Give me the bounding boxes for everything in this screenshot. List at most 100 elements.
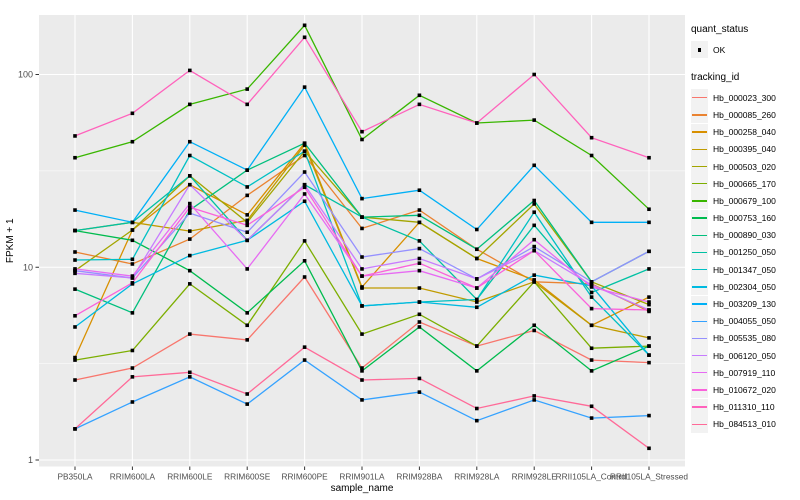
legend-item: Hb_084513_010: [691, 415, 799, 433]
data-point: [130, 281, 135, 285]
data-point: [245, 168, 249, 172]
data-point: [130, 262, 135, 266]
data-point: [475, 406, 479, 411]
x-tick-label: RRII105LA_Stressed: [610, 472, 688, 482]
legend-item-label: Hb_002304_050: [713, 281, 776, 292]
data-point: [532, 223, 536, 228]
data-point: [245, 213, 249, 217]
data-point: [532, 163, 536, 168]
data-point: [417, 93, 422, 98]
data-point: [360, 369, 364, 373]
x-tick-label: RRIM901LA: [339, 472, 385, 482]
data-point: [302, 239, 307, 243]
data-point: [475, 369, 479, 373]
data-point: [417, 312, 422, 317]
data-point: [475, 300, 479, 304]
data-point: [417, 188, 422, 193]
data-point: [245, 87, 249, 91]
data-point: [188, 174, 192, 178]
data-point: [360, 332, 364, 336]
data-point: [417, 376, 422, 381]
legend-item-label: Hb_011310_110: [713, 402, 775, 413]
data-point: [73, 355, 77, 360]
data-point: [302, 182, 307, 187]
series-color-key-icon: [691, 381, 708, 399]
legend-item: Hb_001250_050: [691, 243, 799, 261]
data-point: [532, 278, 536, 282]
legend-item-label: Hb_005535_080: [713, 333, 776, 344]
legend-item-label: OK: [713, 44, 726, 55]
data-point: [188, 68, 192, 73]
series-color-key-icon: [691, 106, 708, 124]
data-point: [188, 205, 192, 209]
data-point: [245, 267, 249, 271]
data-point: [360, 137, 364, 142]
data-point: [302, 85, 307, 89]
data-point: [589, 220, 594, 225]
data-point: [188, 211, 192, 215]
data-point: [532, 118, 536, 122]
series-color-key-icon: [691, 89, 708, 107]
legend-item-label: Hb_010672_020: [713, 384, 776, 395]
data-point: [302, 153, 307, 158]
data-point: [188, 237, 192, 241]
data-point: [417, 325, 422, 329]
data-point: [245, 218, 249, 223]
series-color-key-icon: [691, 347, 708, 365]
data-point: [589, 153, 594, 158]
data-point: [417, 256, 422, 261]
x-tick-label: RRIM928BA: [396, 472, 443, 482]
legend-item: Hb_000023_300: [691, 89, 799, 107]
data-point: [302, 23, 307, 28]
data-point: [360, 267, 364, 271]
data-point: [130, 375, 135, 379]
data-point: [245, 185, 249, 189]
data-point: [475, 286, 479, 290]
legend-item-label: Hb_000665_170: [713, 178, 776, 189]
data-point: [647, 207, 651, 212]
series-color-key-icon: [691, 192, 708, 210]
series-color-key-icon: [691, 398, 708, 416]
legend-item: Hb_006120_050: [691, 347, 799, 365]
data-point: [302, 192, 307, 196]
legend-item: Hb_000503_020: [691, 158, 799, 176]
data-point: [532, 244, 536, 249]
data-point: [73, 378, 77, 382]
legend-item: Hb_000753_160: [691, 209, 799, 227]
data-point: [130, 400, 135, 404]
data-point: [360, 286, 364, 290]
data-point: [302, 345, 307, 349]
data-point: [130, 366, 135, 370]
data-point: [360, 304, 364, 308]
data-point: [302, 143, 307, 147]
data-point: [589, 404, 594, 409]
data-point: [130, 276, 135, 280]
data-point: [417, 390, 422, 394]
data-point: [647, 220, 651, 225]
data-point: [532, 248, 536, 253]
legend-item-label: Hb_000395_040: [713, 144, 776, 155]
legend-item: Hb_000665_170: [691, 175, 799, 193]
x-tick-label: PB350LA: [57, 472, 93, 482]
data-point: [188, 282, 192, 286]
series-color-key-icon: [691, 140, 708, 158]
legend-item-label: Hb_000085_260: [713, 109, 776, 120]
data-point: [188, 102, 192, 107]
data-point: [417, 239, 422, 243]
data-point: [417, 320, 422, 324]
y-tick-label: 10: [23, 262, 33, 272]
data-point: [245, 220, 249, 225]
series-color-key-icon: [691, 278, 708, 296]
data-point: [245, 311, 249, 315]
data-point: [130, 274, 135, 278]
data-point: [532, 273, 536, 277]
data-point: [73, 325, 77, 329]
data-point: [417, 102, 422, 107]
data-point: [73, 358, 77, 362]
data-point: [647, 353, 651, 357]
legend-item: Hb_005535_080: [691, 329, 799, 347]
data-point: [475, 305, 479, 310]
data-point: [647, 344, 651, 348]
data-point: [647, 155, 651, 160]
data-point: [647, 295, 651, 299]
